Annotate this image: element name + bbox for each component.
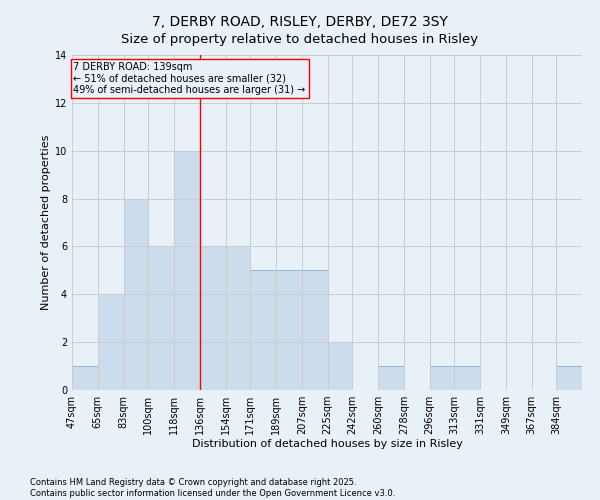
- Text: Size of property relative to detached houses in Risley: Size of property relative to detached ho…: [121, 32, 479, 46]
- Bar: [200, 246, 226, 390]
- Text: Contains HM Land Registry data © Crown copyright and database right 2025.
Contai: Contains HM Land Registry data © Crown c…: [30, 478, 395, 498]
- Bar: [556, 366, 582, 390]
- X-axis label: Distribution of detached houses by size in Risley: Distribution of detached houses by size …: [191, 438, 463, 448]
- Bar: [430, 366, 454, 390]
- Bar: [174, 150, 200, 390]
- Bar: [328, 342, 352, 390]
- Bar: [226, 246, 250, 390]
- Bar: [250, 270, 276, 390]
- Y-axis label: Number of detached properties: Number of detached properties: [41, 135, 50, 310]
- Text: 7 DERBY ROAD: 139sqm
← 51% of detached houses are smaller (32)
49% of semi-detac: 7 DERBY ROAD: 139sqm ← 51% of detached h…: [73, 62, 305, 96]
- Text: 7, DERBY ROAD, RISLEY, DERBY, DE72 3SY: 7, DERBY ROAD, RISLEY, DERBY, DE72 3SY: [152, 15, 448, 29]
- Bar: [378, 366, 404, 390]
- Bar: [148, 246, 174, 390]
- Bar: [302, 270, 328, 390]
- Bar: [72, 366, 98, 390]
- Bar: [98, 294, 124, 390]
- Bar: [124, 198, 148, 390]
- Bar: [454, 366, 480, 390]
- Bar: [276, 270, 302, 390]
